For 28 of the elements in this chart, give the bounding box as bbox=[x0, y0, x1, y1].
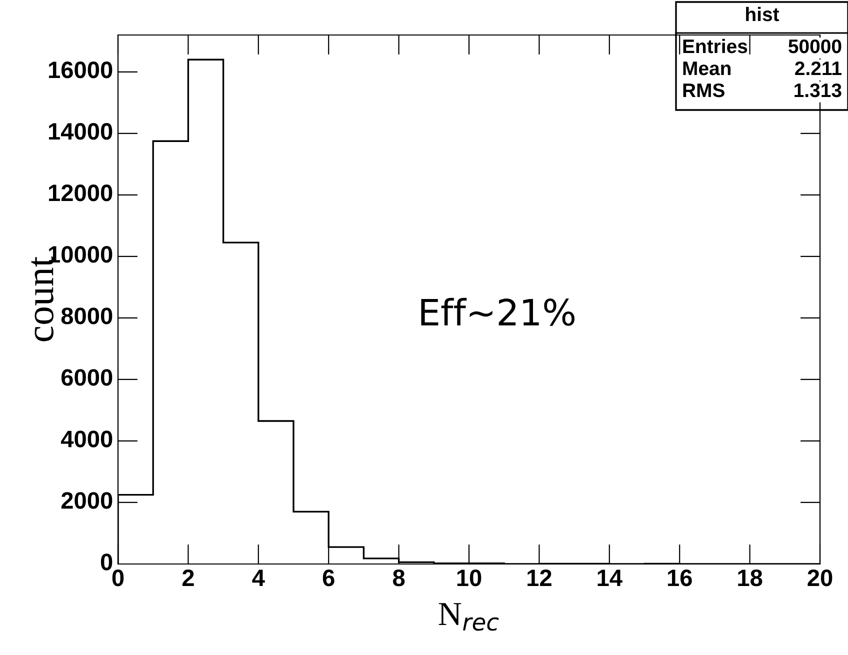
x-tick-label: 20 bbox=[808, 569, 832, 586]
y-tick-label: 6000 bbox=[61, 369, 112, 386]
text: hist bbox=[746, 6, 780, 22]
y-tick-label: 4000 bbox=[60, 430, 112, 448]
x-tick-label: 8 bbox=[392, 569, 405, 586]
annotation: RMS bbox=[683, 83, 724, 98]
x-tick-label: 6 bbox=[322, 569, 334, 586]
x-tick-label: 10 bbox=[457, 569, 482, 586]
x-tick-label: 16 bbox=[668, 569, 692, 586]
x-tick-label: 2 bbox=[182, 569, 194, 586]
x-axis-title: N$_{rec}$ bbox=[438, 603, 499, 631]
annotation: Entries bbox=[683, 38, 748, 54]
y-tick-label: 0 bbox=[100, 554, 112, 570]
y-tick-label: 12000 bbox=[48, 184, 112, 202]
annotation: 1.313 bbox=[794, 83, 842, 98]
y-tick-label: 16000 bbox=[48, 62, 112, 78]
y-tick-label: 8000 bbox=[61, 308, 112, 324]
y-tick-label: 2000 bbox=[61, 492, 112, 509]
annotation: 2.211 bbox=[795, 61, 842, 76]
annotation: Eff~21% bbox=[421, 298, 574, 326]
x-tick-label: 0 bbox=[112, 569, 124, 586]
annotation: Mean bbox=[683, 62, 730, 76]
x-tick-label: 12 bbox=[528, 569, 552, 586]
x-tick-label: 14 bbox=[598, 570, 622, 586]
y-tick-label: 14000 bbox=[48, 123, 112, 140]
annotation: 50000 bbox=[788, 39, 842, 54]
x-tick-label: 18 bbox=[738, 569, 762, 586]
x-tick-label: 4 bbox=[252, 570, 265, 586]
